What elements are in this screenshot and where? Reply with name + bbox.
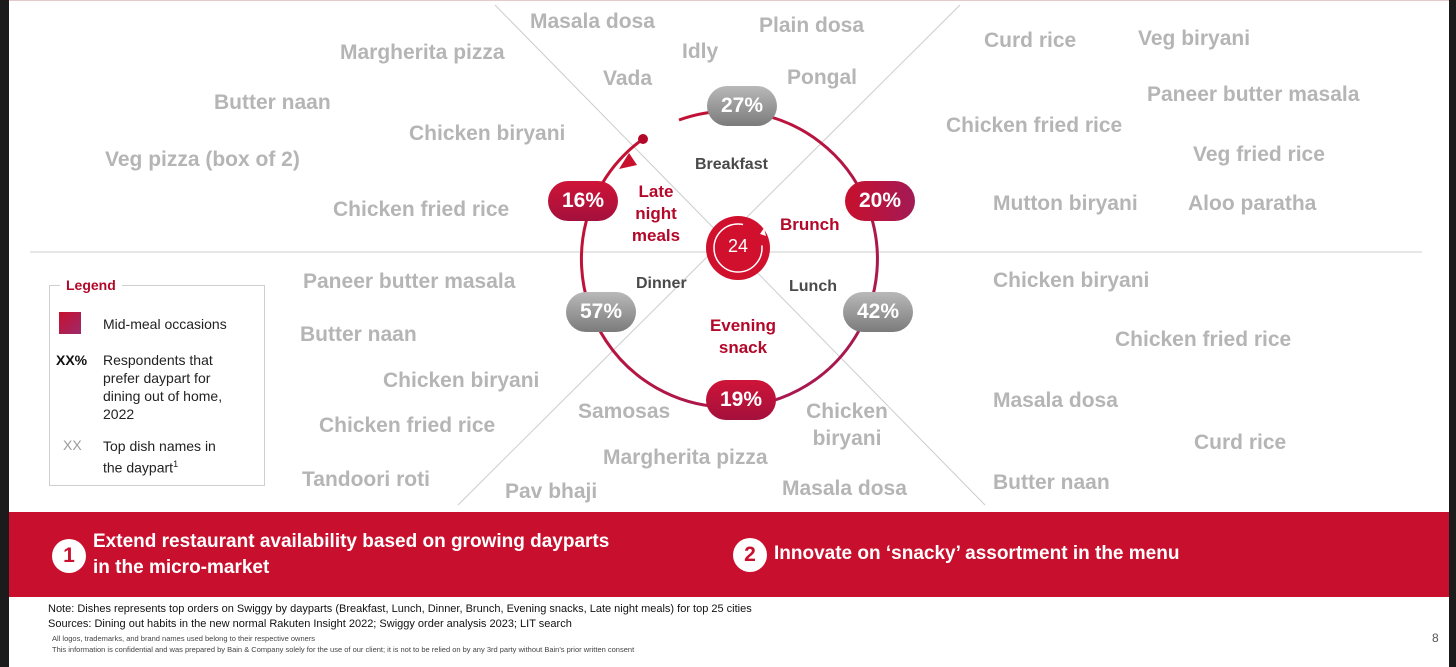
label-evening-line2: snack	[718, 338, 768, 357]
pct-brunch: 20%	[845, 181, 915, 221]
footer-sources: Sources: Dining out habits in the new no…	[48, 618, 572, 630]
takeaway-1-line-2: in the micro-market	[93, 557, 270, 578]
legend-dish-desc-2: the daypart1	[103, 455, 216, 477]
takeaway-1-line-1: Extend restaurant availability based on …	[93, 531, 610, 552]
takeaway-2-text: Innovate on ‘snacky’ assortment in the m…	[774, 543, 1180, 564]
dish-dinner-3: Chicken biryani	[383, 369, 540, 392]
pct-late-night: 16%	[548, 181, 618, 221]
dish-dinner-4: Chicken fried rice	[319, 414, 496, 437]
frame-right	[1449, 0, 1456, 667]
dish-brunch-2: Veg biryani	[1138, 27, 1251, 50]
dish-breakfast-4: Vada	[603, 67, 653, 90]
legend-box: Legend Mid-meal occasions XX% Respondent…	[49, 277, 265, 486]
footer-fine-2: This information is confidential and was…	[52, 645, 635, 654]
label-late-night-line2: night	[635, 204, 677, 223]
label-late-night: Late night meals	[626, 181, 686, 247]
dish-evening-2: Chicken biryani	[800, 398, 894, 452]
legend-dish-desc: Top dish names in the daypart1	[103, 437, 216, 477]
dish-lunch-5: Butter naan	[993, 471, 1110, 494]
top-rule	[9, 0, 1449, 1]
frame-left	[0, 0, 9, 667]
dish-brunch-1: Curd rice	[984, 29, 1077, 52]
legend-dish-key: XX	[63, 437, 82, 453]
label-lunch: Lunch	[789, 278, 837, 295]
legend-pct-desc-3: dining out of home,	[103, 388, 223, 404]
takeaway-2-number: 2	[733, 538, 767, 572]
dish-brunch-4: Chicken fried rice	[946, 114, 1123, 137]
dish-brunch-5: Veg fried rice	[1193, 143, 1325, 166]
dish-breakfast-3: Idly	[682, 40, 719, 63]
clock-icon	[706, 216, 770, 280]
legend-mid-meal-swatch	[59, 312, 81, 334]
daypart-ring	[579, 109, 879, 409]
dish-lunch-1: Chicken biryani	[993, 269, 1150, 292]
dish-brunch-7: Aloo paratha	[1188, 192, 1317, 215]
dish-breakfast-5: Pongal	[787, 66, 858, 89]
takeaway-1-number: 1	[52, 539, 86, 573]
legend-title: Legend	[60, 277, 122, 293]
clock-label: 24	[727, 236, 749, 256]
dish-evening-2-text: Chicken biryani	[806, 400, 888, 450]
label-late-night-line1: Late	[638, 182, 674, 201]
label-breakfast: Breakfast	[695, 156, 768, 173]
legend-dish-desc-1: Top dish names in	[103, 438, 216, 454]
dish-evening-5: Masala dosa	[782, 477, 907, 500]
dish-latenight-3: Chicken biryani	[409, 122, 566, 145]
legend-mid-meal-text: Mid-meal occasions	[103, 316, 227, 332]
dish-dinner-5: Tandoori roti	[302, 468, 430, 491]
legend-pct-desc-4: 2022	[103, 406, 135, 422]
dish-lunch-3: Masala dosa	[993, 389, 1118, 412]
label-dinner: Dinner	[636, 275, 687, 292]
dish-dinner-2: Butter naan	[300, 323, 417, 346]
legend-pct-desc-2: prefer daypart for	[103, 370, 211, 386]
dish-evening-3: Margherita pizza	[603, 446, 768, 469]
dish-dinner-1: Paneer butter masala	[303, 270, 516, 293]
page-number: 8	[1432, 631, 1439, 645]
footer-fine-1: All logos, trademarks, and brand names u…	[52, 634, 316, 643]
label-evening: Evening snack	[700, 315, 786, 359]
dish-breakfast-1: Masala dosa	[530, 10, 655, 33]
dish-evening-1: Samosas	[578, 400, 671, 423]
dish-latenight-1: Margherita pizza	[340, 41, 505, 64]
legend-pct-desc: Respondents that prefer daypart for dini…	[103, 351, 222, 423]
ring-arrow-head	[619, 153, 637, 169]
legend-pct-key: XX%	[56, 352, 88, 368]
dish-latenight-4: Veg pizza (box of 2)	[105, 148, 300, 171]
pct-lunch: 42%	[843, 292, 913, 332]
pct-breakfast: 27%	[707, 86, 777, 126]
takeaway-banner: 1 Extend restaurant availability based o…	[9, 512, 1449, 597]
dish-evening-4: Pav bhaji	[505, 480, 598, 503]
footer-note: Note: Dishes represents top orders on Sw…	[48, 603, 752, 615]
pct-evening: 19%	[706, 380, 776, 420]
dish-latenight-2: Butter naan	[214, 91, 331, 114]
dish-latenight-5: Chicken fried rice	[333, 198, 510, 221]
label-brunch: Brunch	[780, 215, 840, 234]
legend-dish-desc-2-text: the daypart	[103, 459, 174, 476]
dish-lunch-4: Curd rice	[1194, 431, 1287, 454]
legend-footnote-mark: 1	[173, 459, 179, 469]
ring-start-dot	[638, 134, 648, 144]
dish-breakfast-2: Plain dosa	[759, 14, 865, 37]
takeaway-1-text: Extend restaurant availability based on …	[93, 529, 609, 581]
label-evening-line1: Evening	[709, 316, 777, 335]
legend-pct-desc-1: Respondents that	[103, 352, 213, 368]
label-late-night-line3: meals	[631, 226, 681, 245]
dish-brunch-6: Mutton biryani	[993, 192, 1138, 215]
dish-lunch-2: Chicken fried rice	[1115, 328, 1292, 351]
pct-dinner: 57%	[566, 292, 636, 332]
dish-brunch-3: Paneer butter masala	[1147, 83, 1360, 106]
